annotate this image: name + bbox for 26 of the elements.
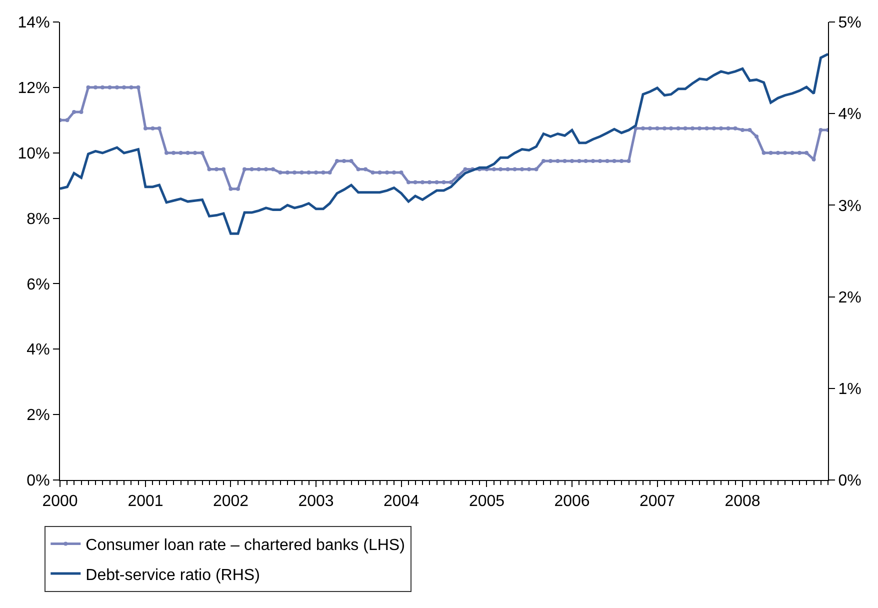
x-tick-label: 2005: [468, 493, 505, 510]
x-tick-label: 2002: [212, 493, 249, 510]
legend-label: Consumer loan rate – chartered banks (LHS): [86, 536, 405, 554]
line-series: [60, 52, 828, 235]
x-tick-label: 2006: [554, 493, 590, 510]
y-tick-label: 12%: [18, 80, 50, 98]
legend-label: Debt-service ratio (RHS): [86, 566, 260, 584]
y2-tick-label: 4%: [838, 106, 862, 124]
x-tick-label: 2008: [724, 493, 760, 510]
y2-tick-label: 5%: [838, 14, 862, 32]
y-tick-label: 14%: [18, 14, 50, 32]
y2-tick-label: 3%: [838, 198, 862, 215]
x-tick-label: 2001: [128, 493, 164, 510]
x-tick-label: 2000: [42, 493, 78, 510]
y2-tick-label: 2%: [838, 289, 862, 306]
y-tick-label: 2%: [26, 407, 50, 424]
y2-tick-label: 1%: [838, 381, 862, 398]
y2-tick-label: 0%: [838, 472, 862, 490]
x-tick-label: 2004: [383, 493, 420, 510]
y-tick-label: 6%: [26, 276, 50, 294]
x-tick-label: 2007: [639, 493, 676, 510]
y-tick-label: 0%: [26, 472, 50, 490]
y-tick-label: 4%: [26, 342, 50, 359]
x-tick-label: 2003: [298, 493, 334, 510]
y-tick-label: 8%: [26, 210, 50, 228]
y-tick-label: 10%: [18, 145, 50, 162]
